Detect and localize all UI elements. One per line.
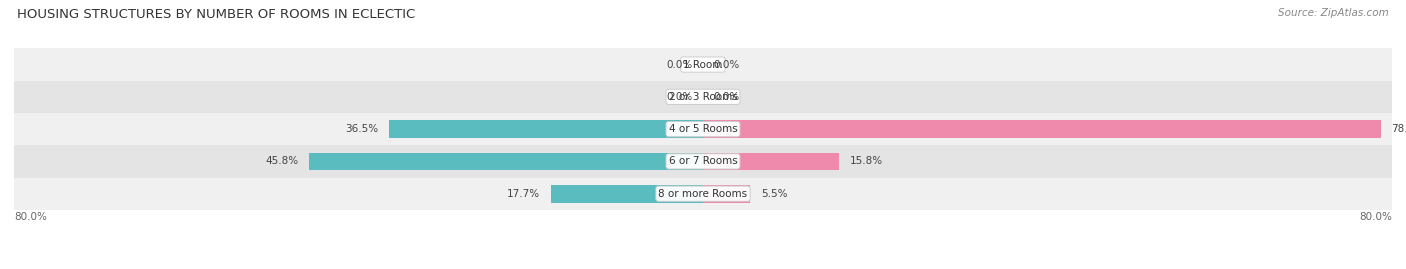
Text: Source: ZipAtlas.com: Source: ZipAtlas.com (1278, 8, 1389, 18)
Text: 8 or more Rooms: 8 or more Rooms (658, 189, 748, 199)
Legend: Owner-occupied, Renter-occupied: Owner-occupied, Renter-occupied (568, 266, 838, 269)
Bar (14, 178, 1392, 210)
Bar (703, 153, 839, 170)
Text: 0.0%: 0.0% (666, 59, 693, 70)
Text: 15.8%: 15.8% (849, 156, 883, 167)
Text: 4 or 5 Rooms: 4 or 5 Rooms (669, 124, 737, 134)
Bar (388, 120, 703, 138)
Text: HOUSING STRUCTURES BY NUMBER OF ROOMS IN ECLECTIC: HOUSING STRUCTURES BY NUMBER OF ROOMS IN… (17, 8, 415, 21)
Text: 45.8%: 45.8% (266, 156, 298, 167)
Bar (14, 145, 1392, 178)
Bar (308, 153, 703, 170)
Text: 36.5%: 36.5% (346, 124, 378, 134)
Text: 17.7%: 17.7% (508, 189, 540, 199)
Text: 6 or 7 Rooms: 6 or 7 Rooms (669, 156, 737, 167)
Text: 0.0%: 0.0% (666, 92, 693, 102)
Bar (703, 120, 1381, 138)
Bar (14, 81, 1392, 113)
Text: 80.0%: 80.0% (14, 213, 46, 222)
Bar (703, 185, 751, 203)
Bar (14, 113, 1392, 145)
Text: 5.5%: 5.5% (761, 189, 787, 199)
Text: 78.7%: 78.7% (1391, 124, 1406, 134)
Text: 1 Room: 1 Room (683, 59, 723, 70)
Text: 2 or 3 Rooms: 2 or 3 Rooms (669, 92, 737, 102)
Bar (551, 185, 703, 203)
Text: 0.0%: 0.0% (713, 59, 740, 70)
Text: 0.0%: 0.0% (713, 92, 740, 102)
Text: 80.0%: 80.0% (1360, 213, 1392, 222)
Bar (14, 48, 1392, 81)
